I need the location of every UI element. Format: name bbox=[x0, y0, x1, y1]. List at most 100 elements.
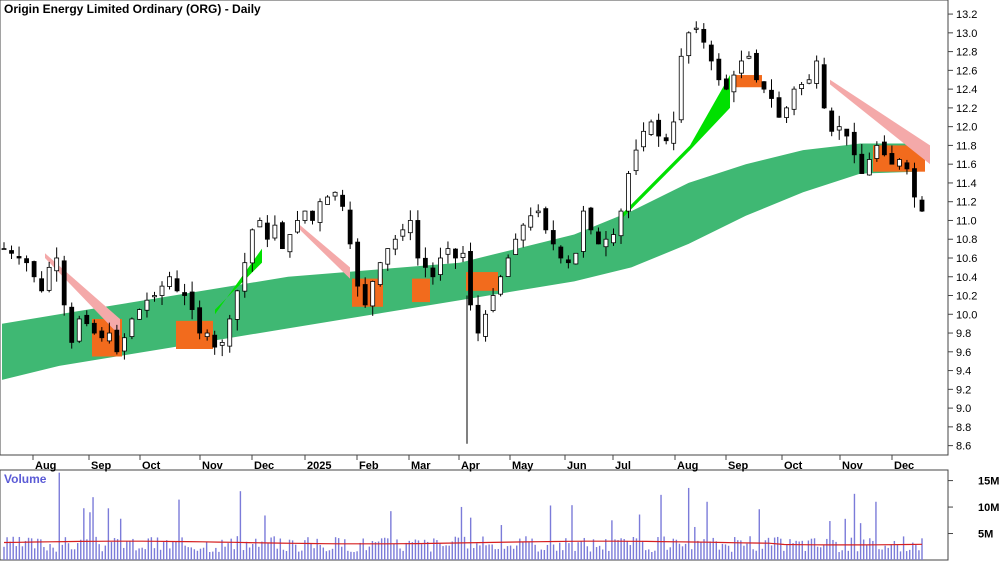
x-tick-label: Oct bbox=[142, 460, 161, 472]
volume-y-tick-label: 10M bbox=[978, 502, 999, 514]
candle-body bbox=[385, 248, 391, 265]
candle-body bbox=[648, 121, 654, 135]
candle-body bbox=[257, 220, 263, 228]
candle-body bbox=[881, 141, 887, 156]
candle-body bbox=[776, 97, 782, 118]
price-y-tick-label: 12.0 bbox=[956, 122, 977, 134]
candle-body bbox=[76, 318, 82, 342]
candle-body bbox=[1, 248, 7, 251]
candle-body bbox=[167, 276, 172, 287]
price-y-tick-label: 13.2 bbox=[956, 9, 977, 21]
x-tick-label: Jul bbox=[615, 460, 631, 472]
price-y-tick-label: 12.2 bbox=[956, 103, 977, 115]
price-y-tick-label: 10.8 bbox=[956, 234, 977, 246]
candle-body bbox=[197, 307, 203, 334]
candle-body bbox=[490, 295, 496, 311]
candle-body bbox=[407, 220, 413, 234]
candle-body bbox=[754, 52, 759, 81]
candle-body bbox=[468, 251, 473, 306]
x-tick-label: Dec bbox=[254, 460, 274, 472]
candle-body bbox=[633, 149, 639, 172]
x-tick-label: Oct bbox=[784, 460, 803, 472]
candle-body bbox=[686, 32, 692, 57]
price-y-tick-label: 9.0 bbox=[956, 403, 971, 415]
x-tick-label: Nov bbox=[202, 460, 224, 472]
candle-body bbox=[791, 88, 797, 110]
candle-body bbox=[445, 248, 451, 255]
price-y-tick-label: 9.6 bbox=[956, 347, 971, 359]
x-tick-label: Apr bbox=[461, 460, 481, 472]
candle-body bbox=[347, 209, 353, 245]
candle-body bbox=[663, 137, 669, 142]
candle-body bbox=[897, 159, 902, 167]
short-term-ma-bearish-zone bbox=[412, 278, 430, 303]
candle-body bbox=[543, 208, 549, 231]
x-tick-label: Feb bbox=[359, 460, 379, 472]
candle-body bbox=[874, 145, 880, 159]
candle-body bbox=[152, 295, 157, 298]
candle-body bbox=[272, 224, 278, 239]
candle-body bbox=[829, 110, 835, 132]
chart-title: Origin Energy Limited Ordinary (ORG) - D… bbox=[4, 2, 261, 16]
candle-body bbox=[377, 262, 383, 285]
candle-body bbox=[603, 238, 609, 248]
short-term-ma-bearish-zone bbox=[466, 272, 498, 291]
price-y-tick-label: 9.4 bbox=[956, 366, 971, 378]
candle-body bbox=[392, 238, 398, 250]
candle-body bbox=[24, 258, 29, 264]
price-y-tick-label: 12.4 bbox=[956, 84, 977, 96]
candle-body bbox=[784, 107, 789, 118]
candle-body bbox=[565, 259, 571, 264]
candle-body bbox=[814, 60, 820, 84]
price-y-tick-label: 11.0 bbox=[956, 215, 977, 227]
short-term-ma-bullish-ribbon bbox=[215, 248, 262, 315]
price-y-tick-label: 8.8 bbox=[956, 422, 971, 434]
candle-body bbox=[430, 267, 436, 278]
candle-body bbox=[671, 121, 677, 144]
x-tick-label: 2025 bbox=[307, 460, 331, 472]
price-y-tick-label: 11.6 bbox=[956, 159, 977, 171]
candle-body bbox=[61, 260, 67, 306]
candle-body bbox=[731, 74, 737, 93]
price-y-tick-label: 11.8 bbox=[956, 140, 977, 152]
candle-body bbox=[287, 234, 293, 253]
candle-body bbox=[227, 318, 233, 347]
candle-body bbox=[46, 266, 52, 291]
candle-body bbox=[54, 257, 60, 272]
x-tick-label: Mar bbox=[411, 460, 431, 472]
candle-body bbox=[249, 229, 255, 264]
price-y-tick-label: 8.6 bbox=[956, 441, 971, 453]
candle-body bbox=[219, 342, 225, 346]
candle-body bbox=[513, 238, 519, 255]
candle-body bbox=[723, 78, 729, 90]
candle-body bbox=[16, 256, 22, 259]
candle-body bbox=[264, 222, 270, 240]
candle-body bbox=[588, 207, 594, 231]
candle-body bbox=[174, 278, 180, 292]
price-y-tick-label: 13.0 bbox=[956, 28, 977, 40]
candle-body bbox=[859, 153, 865, 174]
candle-body bbox=[310, 210, 315, 221]
candle-body bbox=[182, 292, 187, 296]
price-y-tick-label: 10.4 bbox=[956, 272, 977, 284]
candle-body bbox=[769, 89, 774, 99]
candle-body bbox=[204, 332, 210, 338]
candle-body bbox=[520, 224, 526, 241]
volume-y-tick-label: 15M bbox=[978, 476, 999, 488]
candle-body bbox=[69, 306, 75, 343]
price-y-tick-label: 10.2 bbox=[956, 291, 977, 303]
candle-body bbox=[550, 230, 556, 245]
volume-moving-average-line bbox=[3, 540, 923, 546]
candle-body bbox=[302, 210, 308, 221]
short-term-ma-bullish-ribbon bbox=[690, 75, 730, 151]
x-tick-label: Aug bbox=[677, 460, 698, 472]
x-tick-label: Dec bbox=[894, 460, 914, 472]
x-tick-label: May bbox=[512, 460, 534, 472]
candle-body bbox=[84, 314, 90, 325]
candle-body bbox=[129, 318, 135, 337]
x-tick-label: Aug bbox=[35, 460, 56, 472]
x-tick-label: Nov bbox=[842, 460, 864, 472]
candle-body bbox=[400, 229, 406, 237]
candle-body bbox=[189, 291, 195, 310]
